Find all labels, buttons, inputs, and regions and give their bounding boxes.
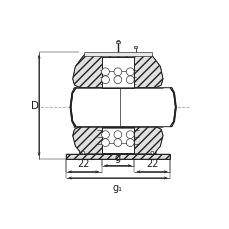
Circle shape [82, 152, 85, 154]
Polygon shape [65, 154, 169, 159]
Circle shape [101, 68, 109, 76]
Circle shape [114, 139, 121, 147]
Polygon shape [169, 88, 176, 127]
Text: D: D [30, 101, 38, 111]
Polygon shape [134, 47, 136, 49]
Polygon shape [84, 53, 151, 57]
Circle shape [126, 139, 134, 147]
Text: g₁: g₁ [112, 182, 122, 192]
Text: 22: 22 [145, 159, 158, 169]
Polygon shape [72, 56, 162, 88]
Circle shape [114, 76, 121, 84]
Circle shape [150, 152, 153, 154]
Polygon shape [71, 88, 175, 127]
Circle shape [126, 131, 134, 139]
Circle shape [126, 76, 134, 84]
Text: d₁: d₁ [124, 101, 134, 111]
Circle shape [114, 131, 121, 139]
Polygon shape [101, 127, 134, 154]
Text: g: g [114, 153, 120, 163]
Circle shape [126, 68, 134, 76]
Circle shape [101, 131, 109, 139]
Circle shape [101, 139, 109, 147]
Polygon shape [70, 88, 76, 127]
Text: 22: 22 [77, 159, 90, 169]
Polygon shape [116, 42, 119, 44]
Circle shape [114, 68, 121, 76]
Polygon shape [101, 57, 134, 88]
Circle shape [101, 76, 109, 84]
Polygon shape [116, 40, 119, 42]
Polygon shape [72, 127, 162, 154]
